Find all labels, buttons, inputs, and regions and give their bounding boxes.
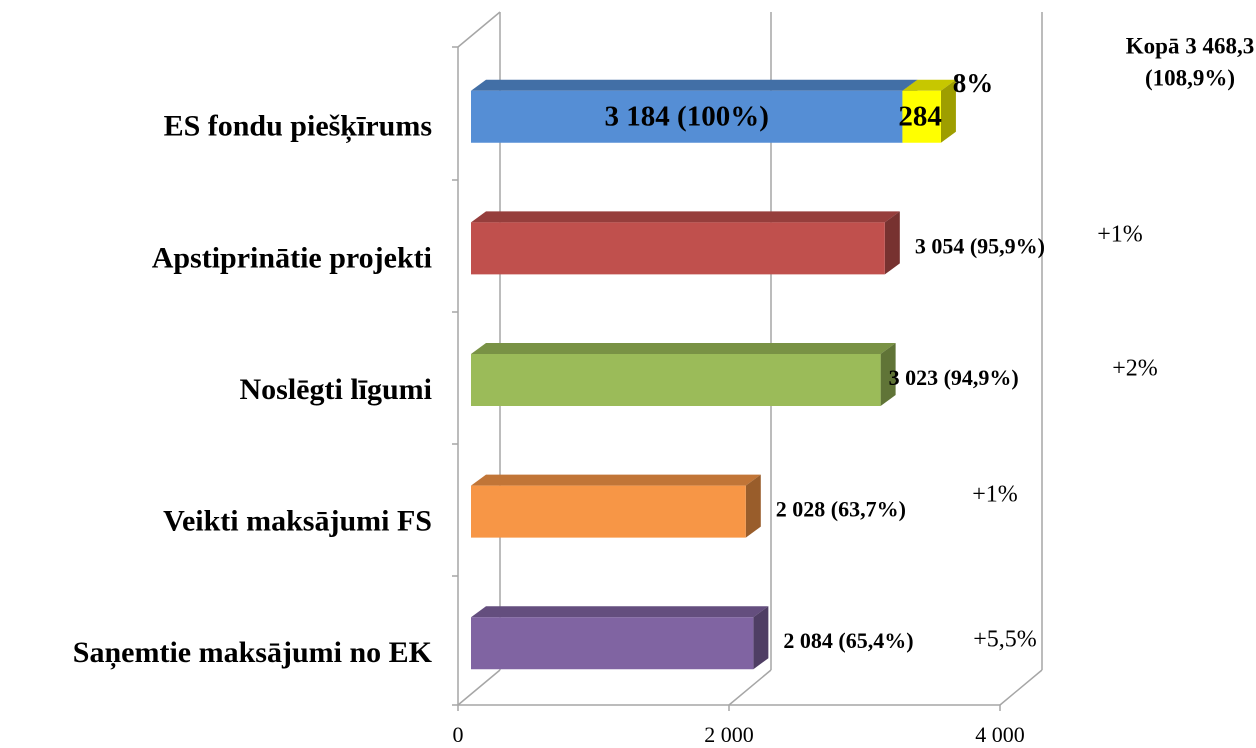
value-label: 284 [898, 100, 942, 132]
grid-line [457, 669, 501, 706]
bar-top [471, 474, 761, 486]
annotation: +1% [972, 482, 1018, 508]
value-label: 3 054 (95,9%) [915, 233, 1045, 258]
bar-top [471, 606, 769, 618]
y-tick-label: ES fondu piešķīrums [164, 110, 432, 144]
value-label: 3 023 (94,9%) [889, 365, 1019, 390]
bar-side [753, 606, 769, 670]
left-wall-top [457, 11, 501, 48]
annotation: (108,9%) [1145, 65, 1235, 90]
y-tick-label: Noslēgti līgumi [240, 373, 433, 406]
bar-side [884, 211, 900, 275]
bar-top [471, 343, 896, 354]
bar-front [471, 485, 746, 538]
x-tick-label: 0 [453, 722, 464, 747]
value-label: 2 084 (65,4%) [783, 628, 913, 653]
value-label: 2 028 (63,7%) [776, 497, 906, 522]
annotation: Kopā 3 468,3 [1126, 33, 1254, 58]
x-tick-label: 4 000 [975, 722, 1025, 747]
bar [471, 474, 761, 538]
bar-extra-front [902, 90, 941, 143]
bar [471, 606, 769, 670]
y-tick-label: Veikti maksājumi FS [163, 504, 432, 537]
bar-side [745, 474, 761, 538]
annotation: +1% [1097, 222, 1143, 248]
bar-front [471, 90, 903, 143]
annotation: 8% [953, 68, 994, 98]
annotation: +5,5% [973, 627, 1037, 653]
bar-front [471, 617, 754, 670]
bar-extra [902, 79, 956, 143]
y-tick-label: Apstiprinātie projekti [152, 241, 432, 274]
grid-line [999, 669, 1043, 706]
x-tick-label: 2 000 [704, 722, 754, 747]
bar-extra-side [940, 79, 956, 143]
bar-top [471, 79, 918, 91]
bar-side [880, 343, 896, 406]
bar-front [471, 222, 885, 275]
bar [471, 343, 896, 406]
annotation: +2% [1112, 356, 1158, 382]
value-label: 3 184 (100%) [605, 100, 769, 132]
bar [471, 211, 900, 275]
grid-line [728, 669, 772, 706]
bar-top [471, 211, 900, 223]
bar-extra-top [902, 79, 956, 91]
y-tick-label: Saņemtie maksājumi no EK [73, 636, 433, 670]
bar-front [471, 354, 881, 406]
